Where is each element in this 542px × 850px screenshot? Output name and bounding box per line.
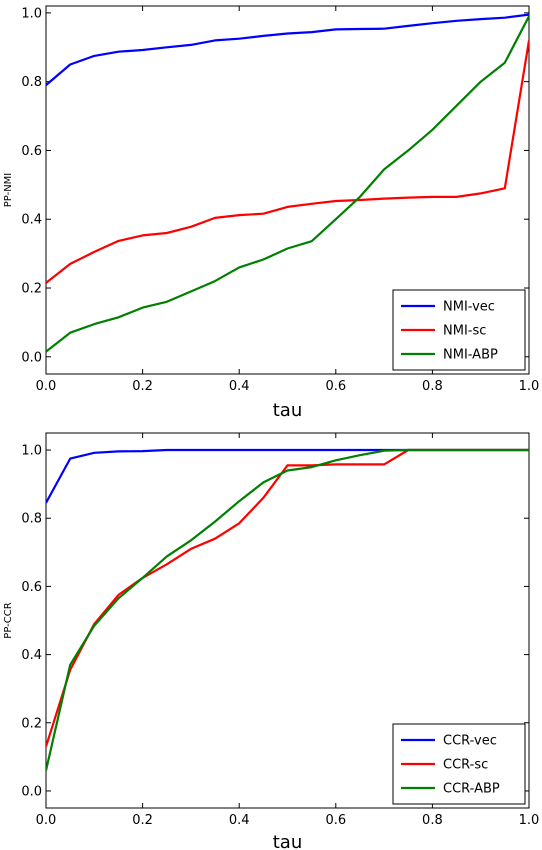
legend-label: NMI-ABP xyxy=(443,348,498,363)
x-tick-label: 0.8 xyxy=(422,379,443,394)
legend: CCR-vec CCR-sc CCR-ABP xyxy=(392,723,526,805)
y-axis-label: PP-CCR xyxy=(3,602,14,638)
x-tick-label: 0.0 xyxy=(36,813,57,828)
y-tick-label: 0.6 xyxy=(21,144,42,159)
y-axis-label: PP-NMI xyxy=(3,173,14,208)
y-tick-label: 0.2 xyxy=(21,716,42,731)
y-tick-label: 0.8 xyxy=(21,75,42,90)
y-tick-label: 0.4 xyxy=(21,648,42,663)
x-tick-label: 0.6 xyxy=(325,813,346,828)
chart-1: 0.0 0.2 0.4 0.6 0.8 1.0 0.0 0.2 0.4 0.6 0.8 1.0 tau P… xyxy=(3,5,540,421)
y-tick-label: 0.2 xyxy=(21,282,42,297)
legend-label: CCR-sc xyxy=(443,758,488,773)
legend-label: NMI-sc xyxy=(443,324,486,339)
x-tick-label: 0.6 xyxy=(325,379,346,394)
y-tick-label: 0.4 xyxy=(21,213,42,228)
legend: NMI-vec NMI-sc NMI-ABP xyxy=(392,289,526,371)
legend-label: CCR-ABP xyxy=(443,782,500,797)
y-tick-label: 0.0 xyxy=(21,784,42,799)
series-line-nmi-sc xyxy=(46,40,529,284)
x-tick-label: 0.4 xyxy=(229,379,250,394)
y-tick-label: 1.0 xyxy=(21,6,42,21)
x-tick-label: 0.8 xyxy=(422,813,443,828)
x-tick-label: 0.2 xyxy=(132,379,153,394)
legend-label: NMI-vec xyxy=(443,300,495,315)
x-axis-label: tau xyxy=(273,400,303,421)
y-tick-label: 0.0 xyxy=(21,350,42,365)
y-tick-label: 0.8 xyxy=(21,512,42,527)
x-axis-label: tau xyxy=(273,832,303,850)
series-line-nmi-abp xyxy=(46,15,529,353)
x-tick-label: 0.0 xyxy=(36,379,57,394)
x-tick-label: 1.0 xyxy=(519,813,540,828)
x-tick-label: 0.2 xyxy=(132,813,153,828)
chart-2: 0.0 0.2 0.4 0.6 0.8 1.0 0.0 0.2 0.4 0.6 0.8 1.0 tau P… xyxy=(3,432,540,850)
y-tick-label: 0.6 xyxy=(21,580,42,595)
series-line-nmi-vec xyxy=(46,13,529,86)
series-line-ccr-abp xyxy=(46,448,529,771)
y-tick-label: 1.0 xyxy=(21,444,42,459)
x-tick-label: 1.0 xyxy=(519,379,540,394)
x-tick-label: 0.4 xyxy=(229,813,250,828)
legend-label: CCR-vec xyxy=(443,734,497,749)
